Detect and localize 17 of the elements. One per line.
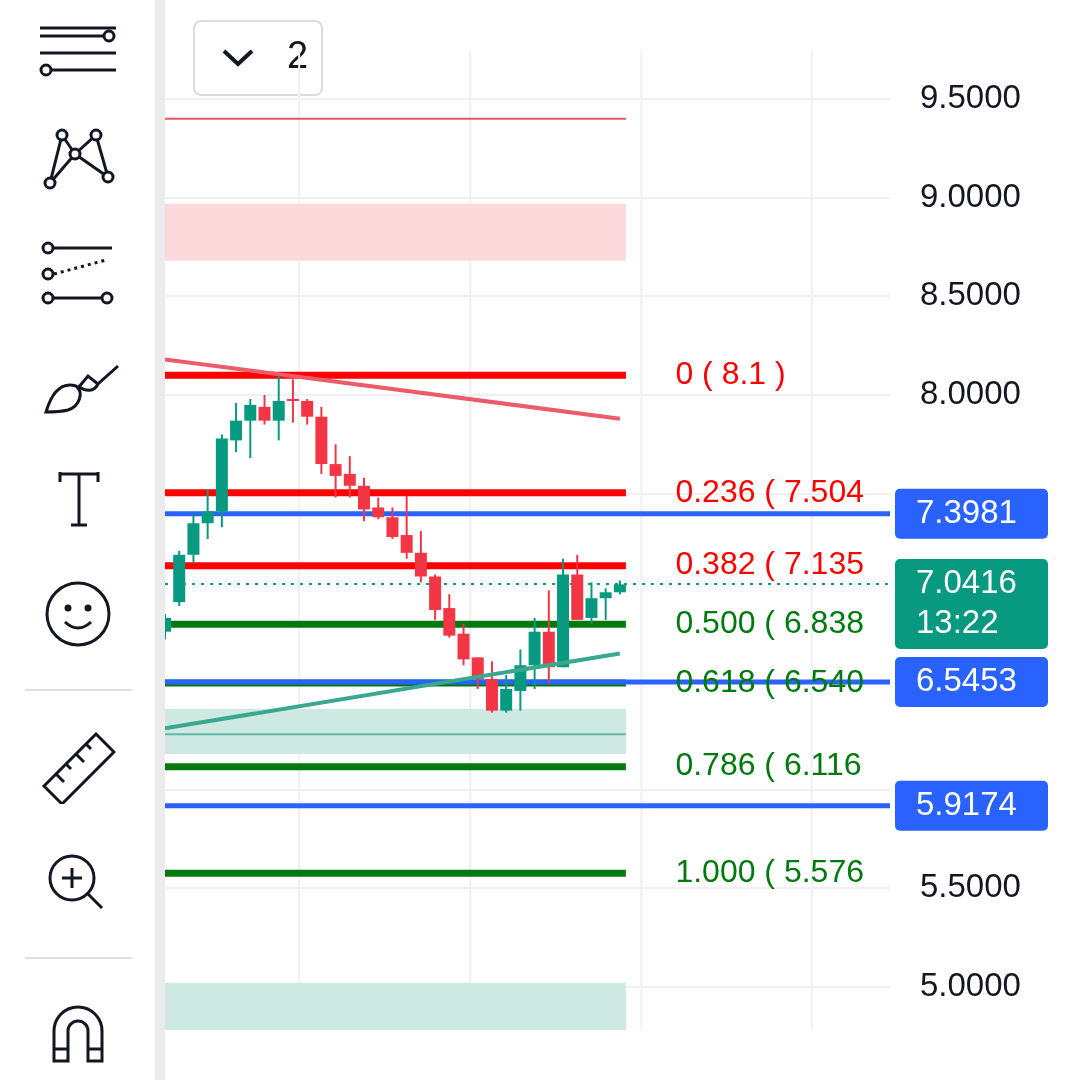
y-tick-label: 8.5000	[920, 275, 1021, 313]
y-tick-label: 5.5000	[920, 867, 1021, 905]
ref-line-label: 7.3981	[916, 492, 1017, 530]
annotation: 0 ( 8.1 )	[675, 355, 786, 392]
annotation: 0.236 ( 7.504	[675, 472, 864, 509]
annotation: 0.786 ( 6.116	[675, 746, 862, 783]
y-tick-label: 8.0000	[920, 374, 1021, 412]
annotation: 0.500 ( 6.838	[675, 604, 864, 641]
ref-line-label: 5.9174	[916, 784, 1017, 822]
annotation: 0.382 ( 7.135	[675, 545, 864, 582]
y-tick-label: 5.0000	[920, 965, 1021, 1003]
ref-line-label: 6.5453	[916, 661, 1017, 699]
annotation: 2	[287, 34, 309, 77]
ref-line-label: 7.0416 13:22	[916, 563, 1017, 641]
annotation: 1.000 ( 5.576	[675, 853, 864, 890]
y-tick-label: 9.5000	[920, 78, 1021, 116]
y-tick-label: 9.0000	[920, 176, 1021, 214]
